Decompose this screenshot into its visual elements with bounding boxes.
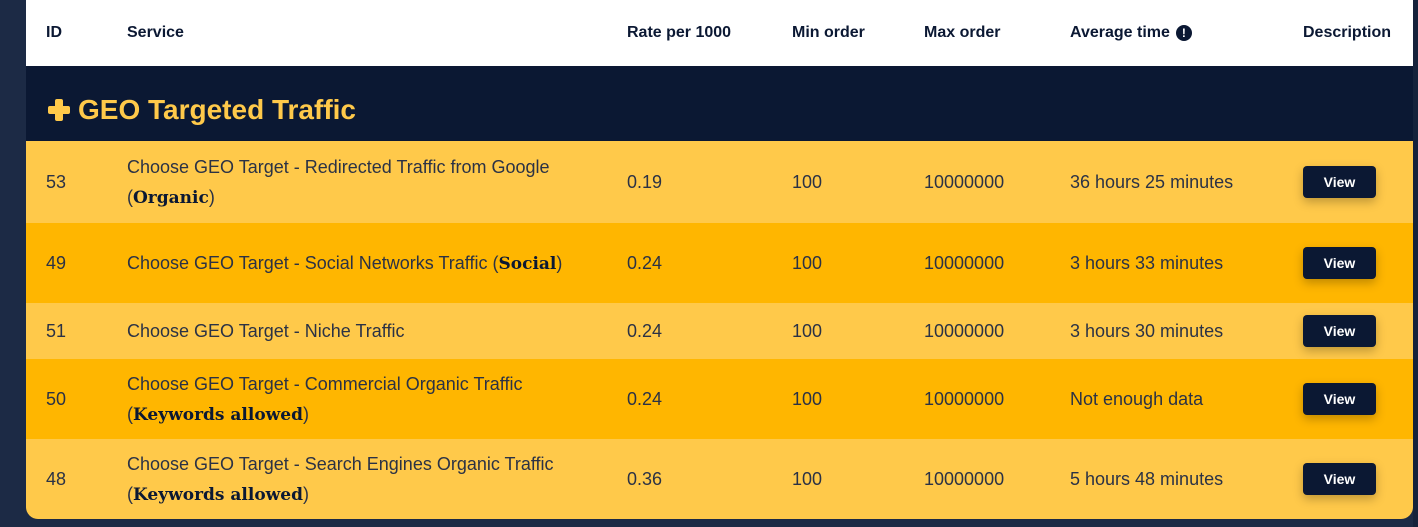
row-max-order: 10000000 [924, 252, 1005, 273]
row-average-time: 5 hours 48 minutes [1070, 468, 1224, 489]
header-rate: Rate per 1000 [627, 24, 732, 41]
row-max-order: 10000000 [924, 320, 1005, 341]
row-average-time: 3 hours 30 minutes [1070, 320, 1224, 341]
row-rate: 0.19 [627, 171, 663, 192]
view-button[interactable]: View [1303, 463, 1376, 495]
row-min-order: 100 [792, 320, 823, 341]
info-icon[interactable]: ! [1175, 25, 1192, 41]
row-average-time: Not enough data [1070, 388, 1204, 409]
service-name: Choose GEO Target - Search Engines Organ… [127, 453, 554, 474]
table-row: 53 Choose GEO Target - Redirected Traffi… [26, 141, 1413, 223]
row-id: 48 [46, 468, 67, 489]
view-button[interactable]: View [1303, 383, 1376, 415]
service-name: Choose GEO Target - Niche Traffic [127, 320, 405, 341]
service-tag: Organic [133, 187, 209, 208]
category-title-text: GEO Targeted Traffic [78, 94, 356, 125]
services-table: ID Service Rate per 1000 Min order Max o… [26, 0, 1413, 519]
table-row: 49 Choose GEO Target - Social Networks T… [26, 223, 1413, 303]
row-id: 50 [46, 388, 67, 409]
row-min-order: 100 [792, 388, 823, 409]
row-average-time: 36 hours 25 minutes [1070, 171, 1234, 192]
row-max-order: 10000000 [924, 171, 1005, 192]
header-max-order: Max order [924, 24, 1001, 41]
row-service: Choose GEO Target - Niche Traffic [127, 303, 597, 359]
page-scroll-edge [1413, 0, 1418, 527]
header-id: ID [46, 24, 62, 41]
header-description: Description [1303, 24, 1392, 41]
header-average-time: Average time ! [1070, 0, 1192, 66]
service-tag: Social [498, 253, 557, 274]
header-average-time-label: Average time [1070, 24, 1170, 41]
row-rate: 0.24 [627, 252, 663, 273]
row-id: 51 [46, 320, 67, 341]
row-service: Choose GEO Target - Search Engines Organ… [127, 453, 554, 505]
row-max-order: 10000000 [924, 468, 1005, 489]
table-header: ID Service Rate per 1000 Min order Max o… [26, 0, 1413, 66]
service-name: Choose GEO Target - Commercial Organic T… [127, 373, 523, 394]
row-rate: 0.36 [627, 468, 663, 489]
row-service: Choose GEO Target - Social Networks Traf… [127, 252, 563, 274]
view-button[interactable]: View [1303, 247, 1376, 279]
category-row: GEO Targeted Traffic [26, 66, 1413, 141]
row-rate: 0.24 [627, 388, 663, 409]
row-min-order: 100 [792, 171, 823, 192]
service-tag: Keywords allowed [133, 484, 304, 505]
plus-icon [48, 99, 70, 121]
header-min-order: Min order [792, 24, 865, 41]
view-button[interactable]: View [1303, 166, 1376, 198]
category-title: GEO Targeted Traffic [48, 94, 356, 126]
row-id: 53 [46, 171, 67, 192]
service-name: Choose GEO Target - Social Networks Traf… [127, 252, 488, 273]
row-min-order: 100 [792, 252, 823, 273]
row-service: Choose GEO Target - Commercial Organic T… [127, 373, 523, 425]
table-row: 48 Choose GEO Target - Search Engines Or… [26, 439, 1413, 519]
service-name: Choose GEO Target - Redirected Traffic f… [127, 156, 550, 177]
row-id: 49 [46, 252, 67, 273]
table-row: 51 Choose GEO Target - Niche Traffic 0.2… [26, 303, 1413, 359]
view-button[interactable]: View [1303, 315, 1376, 347]
row-rate: 0.24 [627, 320, 663, 341]
row-service: Choose GEO Target - Redirected Traffic f… [127, 156, 550, 208]
service-tag: Keywords allowed [133, 404, 304, 425]
row-min-order: 100 [792, 468, 823, 489]
row-average-time: 3 hours 33 minutes [1070, 252, 1224, 273]
header-service: Service [127, 24, 184, 41]
table-row: 50 Choose GEO Target - Commercial Organi… [26, 359, 1413, 439]
row-max-order: 10000000 [924, 388, 1005, 409]
